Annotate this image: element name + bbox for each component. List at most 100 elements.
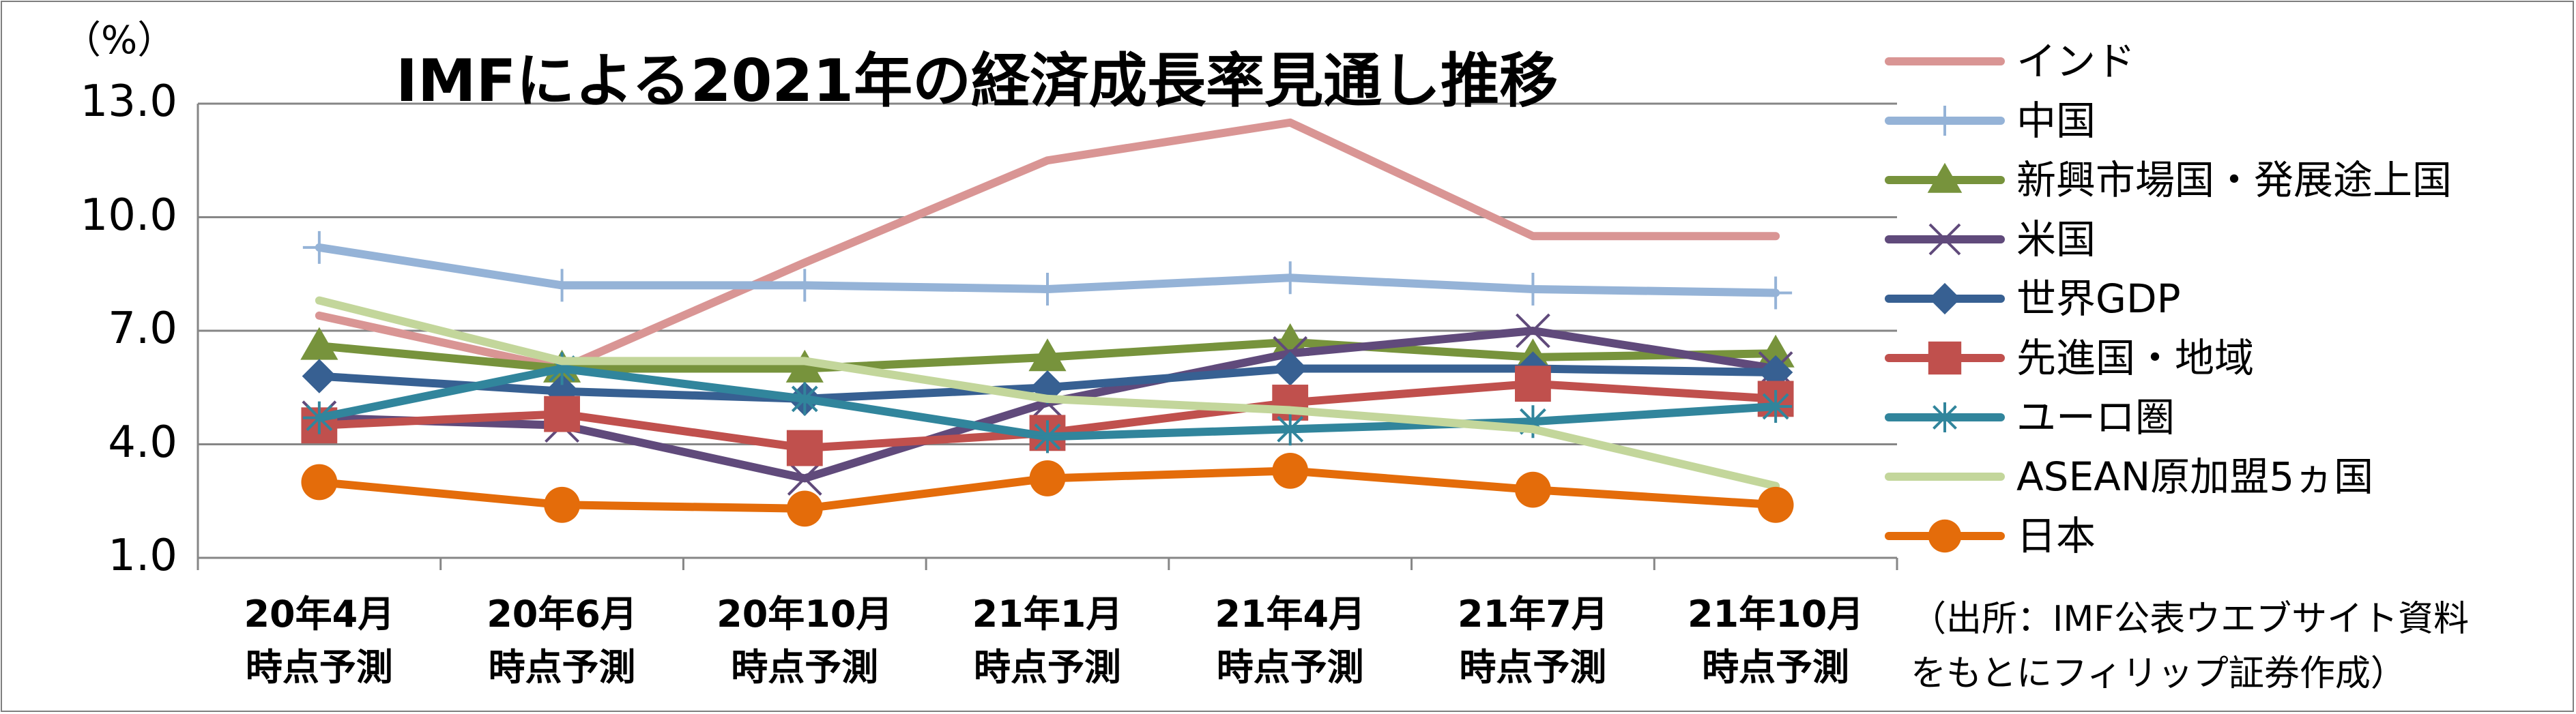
legend-swatch bbox=[1885, 57, 2005, 65]
x-tick-label-line: 時点予測 bbox=[245, 646, 393, 689]
legend-item: 世界GDP bbox=[1883, 271, 2566, 326]
data-point bbox=[1515, 366, 1551, 402]
series-line bbox=[315, 296, 1780, 490]
legend-label: 中国 bbox=[2016, 98, 2096, 144]
legend-label: インド bbox=[2016, 38, 2136, 85]
data-point bbox=[1759, 390, 1793, 423]
x-tick-label: 20年4月時点予測 bbox=[207, 588, 432, 694]
legend-label: 新興市場国・発展途上国 bbox=[2016, 157, 2452, 203]
data-point bbox=[302, 359, 337, 393]
legend-label: ユーロ圏 bbox=[2016, 394, 2175, 441]
data-point bbox=[1031, 420, 1064, 453]
source-note: （出所：IMF公表ウエブサイト資料 をもとにフィリップ証券作成） bbox=[1911, 592, 2469, 701]
data-point bbox=[786, 430, 823, 466]
x-tick-label-line: 21年1月 bbox=[972, 593, 1123, 636]
data-point bbox=[785, 349, 824, 383]
data-point bbox=[544, 486, 580, 523]
series-9 bbox=[301, 452, 1794, 527]
data-point bbox=[1928, 223, 1961, 256]
y-tick-label: 13.0 bbox=[80, 76, 178, 127]
legend-label: 先進国・地域 bbox=[2016, 335, 2255, 381]
data-point bbox=[1273, 261, 1307, 295]
legend-swatch bbox=[1885, 282, 2005, 315]
legend-item: ASEAN原加盟5ヵ国 bbox=[1883, 449, 2566, 504]
data-point bbox=[1028, 338, 1067, 372]
x-tick-label: 21年1月時点予測 bbox=[935, 588, 1160, 694]
data-point bbox=[788, 269, 822, 302]
x-tick-label: 20年6月時点予測 bbox=[450, 588, 675, 694]
data-point bbox=[1757, 486, 1794, 523]
legend-item: 先進国・地域 bbox=[1883, 331, 2566, 385]
source-line-2: をもとにフィリップ証券作成） bbox=[1911, 653, 2406, 694]
data-point bbox=[1930, 402, 1960, 432]
chart-title: IMFによる2021年の経済成長率見通し推移 bbox=[396, 47, 1559, 115]
data-point bbox=[1273, 351, 1307, 386]
data-point bbox=[788, 382, 822, 415]
x-tick-label-line: 時点予測 bbox=[1459, 646, 1607, 689]
data-point bbox=[545, 352, 579, 385]
y-tick-label: 7.0 bbox=[108, 303, 177, 354]
data-point bbox=[301, 464, 338, 501]
legend-swatch bbox=[1885, 519, 2005, 553]
data-point bbox=[1516, 405, 1550, 438]
legend-swatch bbox=[1885, 402, 2005, 432]
data-point bbox=[1515, 471, 1551, 508]
data-point bbox=[1759, 276, 1793, 310]
data-point bbox=[1928, 341, 1962, 375]
y-tick-label: 4.0 bbox=[108, 417, 177, 468]
x-tick-label-line: 21年4月 bbox=[1215, 593, 1366, 636]
x-tick-label-line: 21年10月 bbox=[1687, 593, 1864, 636]
x-tick-label-line: 20年6月 bbox=[487, 593, 637, 636]
x-tick-label-line: 20年10月 bbox=[717, 593, 893, 636]
x-tick-label: 21年7月時点予測 bbox=[1420, 588, 1645, 694]
x-tick-label: 21年4月時点予測 bbox=[1178, 588, 1403, 694]
legend-item: 中国 bbox=[1883, 93, 2566, 148]
legend-swatch bbox=[1885, 223, 2005, 256]
legend-item: ユーロ圏 bbox=[1883, 390, 2566, 445]
x-tick-label-line: 時点予測 bbox=[731, 646, 879, 689]
legend-swatch bbox=[1885, 162, 2005, 193]
x-tick-label-line: 20年4月 bbox=[244, 593, 395, 636]
legend-label: 世界GDP bbox=[2016, 276, 2181, 322]
data-point bbox=[786, 490, 823, 527]
data-point bbox=[302, 230, 336, 264]
data-point bbox=[787, 461, 822, 496]
data-point bbox=[1927, 162, 1963, 193]
x-tick-label: 21年10月 時点予測 bbox=[1663, 588, 1888, 694]
x-tick-label-line: 時点予測 bbox=[1702, 646, 1850, 689]
x-tick-label-line: 時点予測 bbox=[974, 646, 1121, 689]
data-point bbox=[1928, 282, 1961, 315]
series-2 bbox=[302, 230, 1793, 310]
legend-label: 日本 bbox=[2016, 513, 2096, 559]
data-point bbox=[1273, 413, 1307, 446]
y-tick-label: 10.0 bbox=[80, 190, 178, 241]
data-point bbox=[1930, 106, 1960, 136]
data-point bbox=[544, 396, 580, 432]
x-tick-label-line: 時点予測 bbox=[488, 646, 636, 689]
x-tick-label: 20年10月 時点予測 bbox=[692, 588, 917, 694]
data-point bbox=[1516, 313, 1550, 348]
data-point bbox=[1029, 460, 1066, 496]
x-tick-label-line: 21年7月 bbox=[1458, 593, 1608, 636]
data-point bbox=[300, 327, 338, 360]
legend-item: インド bbox=[1883, 34, 2566, 89]
data-point bbox=[1272, 452, 1309, 489]
data-point bbox=[1928, 519, 1962, 553]
legend-item: 新興市場国・発展途上国 bbox=[1883, 153, 2566, 207]
x-tick-label-line: 時点予測 bbox=[1216, 646, 1364, 689]
legend-swatch bbox=[1885, 473, 2005, 481]
legend-label: 米国 bbox=[2016, 216, 2096, 263]
y-unit-label: （%） bbox=[63, 18, 176, 63]
data-point bbox=[1271, 323, 1309, 357]
data-point bbox=[1031, 272, 1064, 306]
legend-item: 日本 bbox=[1883, 509, 2566, 563]
data-point bbox=[545, 269, 579, 302]
y-tick-label: 1.0 bbox=[108, 531, 177, 581]
source-line-1: （出所：IMF公表ウエブサイト資料 bbox=[1911, 599, 2470, 640]
legend-swatch bbox=[1885, 341, 2005, 375]
data-point bbox=[302, 401, 336, 434]
legend-item: 米国 bbox=[1883, 212, 2566, 267]
data-point bbox=[1516, 272, 1550, 306]
